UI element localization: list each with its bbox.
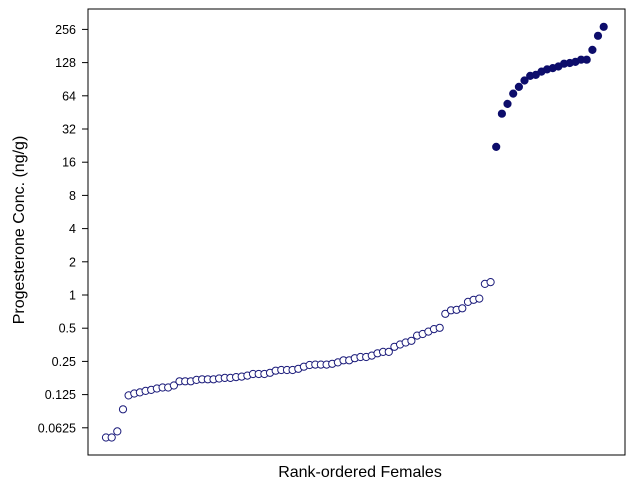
x-axis-title: Rank-ordered Females: [278, 464, 442, 481]
y-tick-label: 256: [55, 23, 76, 37]
y-tick-label: 0.5: [59, 322, 76, 336]
y-tick-label: 16: [62, 156, 76, 170]
data-points: [101, 22, 608, 442]
filled-data-point: [599, 22, 608, 31]
filled-data-point: [514, 82, 524, 92]
y-tick-label: 0.25: [52, 355, 76, 369]
open-data-point: [435, 323, 444, 332]
filled-data-point: [593, 31, 603, 40]
y-axis-title: Progesterone Conc. (ng/g): [11, 136, 28, 325]
y-tick-label: 32: [62, 123, 76, 137]
filled-data-point: [497, 109, 506, 118]
filled-data-point: [503, 99, 512, 109]
open-data-point: [458, 304, 467, 313]
y-tick-label: 64: [62, 89, 76, 103]
open-data-point: [384, 347, 393, 356]
open-data-point: [475, 294, 484, 303]
open-data-point: [407, 336, 416, 345]
y-axis: 0.0625 0.125 0.25 0.5 1 2 4 8 16 32 64 128 256: [38, 23, 88, 435]
y-tick-label: 0.0625: [38, 421, 76, 435]
filled-data-point: [509, 89, 518, 98]
filled-data-point: [582, 55, 591, 64]
filled-data-point: [588, 45, 597, 55]
filled-data-point: [492, 142, 501, 151]
open-data-point: [107, 433, 116, 442]
y-tick-label: 2: [69, 255, 76, 269]
plot-frame: [87, 8, 626, 456]
open-data-point: [113, 427, 122, 436]
filled-data-point: [520, 76, 529, 85]
open-data-point: [118, 405, 128, 414]
y-tick-label: 4: [69, 222, 76, 236]
y-tick-label: 0.125: [45, 388, 76, 402]
y-tick-label: 128: [55, 56, 76, 70]
y-tick-label: 1: [69, 289, 76, 303]
y-tick-label: 8: [69, 189, 76, 203]
open-data-point: [169, 381, 178, 390]
open-data-point: [486, 278, 495, 287]
